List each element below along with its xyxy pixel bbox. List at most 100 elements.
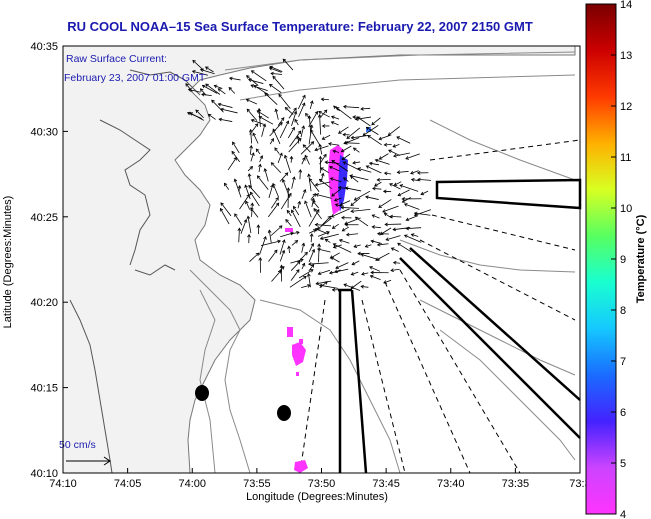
current-vector bbox=[378, 153, 389, 160]
x-tick-label: 73:50 bbox=[308, 478, 336, 490]
current-vector bbox=[397, 189, 410, 197]
current-vector bbox=[256, 175, 269, 190]
current-vector bbox=[385, 235, 401, 241]
current-vector bbox=[308, 124, 314, 145]
current-vector bbox=[301, 188, 307, 200]
current-vector bbox=[387, 126, 401, 136]
current-vector bbox=[360, 284, 369, 289]
current-vector bbox=[340, 145, 352, 153]
current-vector bbox=[335, 262, 349, 270]
depth-contour-3 bbox=[199, 239, 576, 474]
current-vector bbox=[321, 124, 330, 128]
current-vector bbox=[308, 178, 320, 192]
current-vector bbox=[413, 211, 431, 216]
current-vector bbox=[371, 214, 380, 219]
current-vector bbox=[309, 233, 314, 243]
current-vector bbox=[342, 132, 350, 137]
current-vector bbox=[285, 218, 292, 227]
current-vector bbox=[277, 117, 285, 126]
current-vector bbox=[389, 214, 402, 219]
current-vector bbox=[310, 193, 317, 200]
colorbar-tick-label: 7 bbox=[620, 356, 626, 368]
current-vector bbox=[374, 181, 382, 187]
current-vector bbox=[298, 251, 308, 263]
current-vector bbox=[308, 248, 316, 263]
current-vector bbox=[239, 193, 250, 210]
current-vector bbox=[256, 110, 269, 119]
current-vector bbox=[250, 84, 268, 91]
current-vector bbox=[315, 280, 332, 286]
current-vector bbox=[370, 270, 389, 275]
x-tick-label: 73:3 bbox=[569, 478, 590, 490]
current-vector bbox=[401, 197, 422, 201]
current-vector bbox=[339, 200, 351, 206]
current-vector bbox=[405, 226, 422, 231]
current-vector bbox=[319, 233, 339, 241]
current-vector bbox=[401, 197, 411, 203]
buoy-marker bbox=[277, 405, 291, 421]
current-vector bbox=[195, 109, 204, 119]
x-axis-label: Longitude (Degrees:Minutes) bbox=[246, 491, 388, 503]
current-vector bbox=[223, 182, 230, 190]
current-vector bbox=[365, 165, 382, 174]
current-vector bbox=[352, 160, 361, 165]
current-vector bbox=[300, 125, 306, 138]
current-vector bbox=[258, 257, 263, 273]
current-vector bbox=[201, 92, 212, 97]
current-vector bbox=[248, 184, 261, 199]
current-vector bbox=[399, 184, 419, 192]
current-vector bbox=[405, 153, 420, 160]
current-vector bbox=[403, 234, 422, 243]
current-vector bbox=[342, 104, 360, 109]
current-vector bbox=[228, 86, 236, 94]
depth-contour-2 bbox=[189, 119, 576, 474]
current-vector bbox=[328, 165, 340, 172]
scale-arrow bbox=[66, 456, 111, 466]
current-vector bbox=[390, 247, 399, 252]
current-vector bbox=[417, 177, 432, 182]
current-vector bbox=[350, 209, 371, 214]
colorbar-tick-label: 11 bbox=[620, 152, 631, 164]
current-vector bbox=[420, 190, 429, 196]
current-vector bbox=[378, 134, 391, 141]
current-vector bbox=[360, 106, 371, 111]
current-vector bbox=[349, 174, 369, 181]
current-vector bbox=[237, 227, 242, 243]
y-axis: 40:10 40:15 40:20 40:25 40:30 40:35 bbox=[30, 41, 68, 480]
current-vector bbox=[351, 260, 360, 266]
current-vector bbox=[272, 182, 279, 198]
current-vector bbox=[297, 94, 306, 110]
current-vector bbox=[246, 215, 252, 234]
current-vector bbox=[338, 126, 349, 134]
current-vector bbox=[250, 70, 267, 82]
current-vector bbox=[372, 186, 382, 191]
current-vector bbox=[272, 75, 285, 90]
current-vector bbox=[291, 176, 296, 189]
current-vector bbox=[290, 230, 300, 235]
current-vector bbox=[331, 287, 350, 292]
current-vector bbox=[290, 269, 300, 281]
current-vector bbox=[269, 121, 283, 137]
current-vector bbox=[331, 223, 339, 229]
current-vector bbox=[290, 209, 301, 228]
current-vector bbox=[246, 108, 258, 121]
current-vector bbox=[332, 243, 352, 253]
current-vector bbox=[293, 205, 300, 216]
current-vector bbox=[289, 275, 307, 288]
current-vector bbox=[274, 147, 280, 154]
current-vector bbox=[287, 245, 291, 254]
current-vector bbox=[343, 177, 349, 182]
current-vector bbox=[317, 269, 331, 276]
x-tick-label: 74:10 bbox=[49, 478, 77, 490]
current-vector bbox=[288, 137, 302, 153]
current-vector bbox=[280, 231, 294, 238]
current-note-line2: February 23, 2007 01:00 GMT bbox=[64, 72, 206, 84]
current-vector bbox=[318, 143, 323, 155]
current-vector bbox=[269, 138, 274, 145]
current-vector bbox=[204, 66, 214, 73]
current-vector bbox=[302, 144, 311, 153]
current-vector bbox=[258, 163, 262, 172]
current-vector bbox=[376, 177, 391, 182]
current-vector bbox=[268, 249, 278, 262]
current-vector bbox=[344, 140, 360, 145]
